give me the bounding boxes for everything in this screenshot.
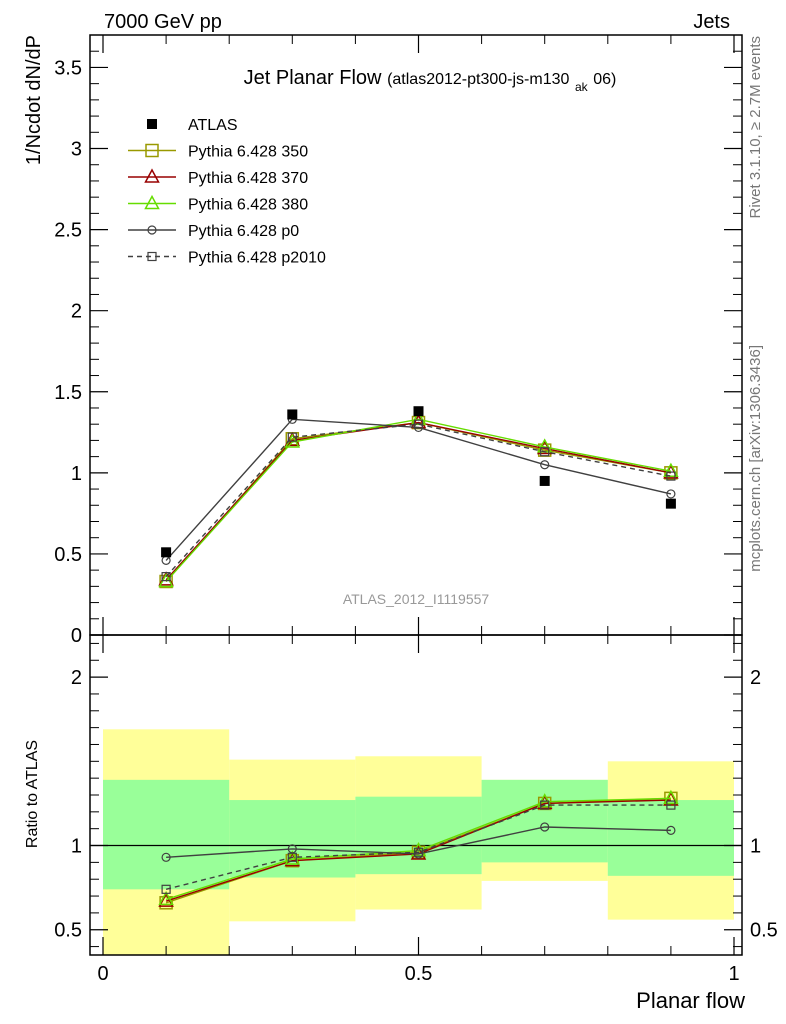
ratio-plot-content (90, 729, 742, 955)
main-series-pythia-6-428-p2010-point (666, 471, 676, 481)
ratio-xtick-label: 0 (97, 963, 108, 985)
main-axes: 0.5 1 1.5 2 2.5 3 3.5 0 (54, 35, 742, 647)
main-series-pythia-6-428-p0-line (165, 418, 672, 561)
ratio-ytick-label-left: 0.5 (54, 920, 82, 942)
legend-marker-atlas (147, 119, 157, 129)
ratio-series-pythia-6-428-380-point (410, 842, 427, 857)
rivet-label: Rivet 3.1.10, ≥ 2.7M events (747, 36, 764, 219)
ratio-band-green (607, 800, 734, 876)
main-series-pythia-6-428-380-point (410, 410, 427, 426)
legend-label-atlas: ATLAS (188, 117, 238, 134)
ratio-series-pythia-6-428-p2010-point (161, 884, 171, 894)
atlas-data-point (665, 498, 676, 509)
legend-marker (144, 168, 160, 183)
legend-entry-pythia-6-428-p2010: Pythia 6.428 p2010 (128, 250, 326, 267)
ratio-series-pythia-6-428-380-point (158, 890, 174, 906)
legend-entry-pythia-6-428-p0: Pythia 6.428 p0 (128, 223, 299, 240)
main-series-pythia-6-428-p2010 (161, 419, 676, 582)
watermark: ATLAS_2012_I1119557 (343, 591, 490, 607)
ratio-series-pythia-6-428-p2010-point (287, 852, 297, 862)
main-title-text: Jet Planar Flow (244, 67, 382, 89)
ratio-series-pythia-6-428-p2010-point (666, 800, 676, 810)
legend-marker (145, 143, 159, 158)
legend-label: Pythia 6.428 p2010 (188, 250, 326, 267)
ratio-ytick-label-left: 1 (71, 836, 82, 858)
legend-marker (144, 194, 160, 210)
main-ylabel: 1/Ncdot dN/dP (23, 35, 45, 165)
ratio-series-pythia-6-428-p0-point (540, 822, 550, 832)
main-title: Jet Planar Flow (atlas2012-pt300-js-m130… (244, 67, 617, 96)
main-series-pythia-6-428-380 (158, 410, 679, 588)
main-series-pythia-6-428-350-line (165, 421, 672, 582)
main-series-pythia-6-428-370 (158, 413, 679, 586)
legend-label: Pythia 6.428 370 (188, 170, 308, 187)
main-series-pythia-6-428-p2010-point (287, 432, 297, 442)
ratio-series-pythia-6-428-p2010-point (540, 800, 550, 810)
ratio-ytick-label-right: 0.5 (750, 920, 778, 942)
main-series-pythia-6-428-p0 (161, 414, 676, 566)
main-series-pythia-6-428-370-point (284, 431, 301, 447)
ratio-series-pythia-6-428-380-point (663, 789, 679, 805)
ratio-series-pythia-6-428-p2010-line (165, 804, 671, 890)
legend-marker (147, 251, 157, 262)
ratio-panel: 0.5 0.5 1 1 2 2 0 0.5 1 Ratio to ATLAS Planar fl… (24, 634, 778, 1013)
ratio-xtick-label: 0.5 (405, 963, 433, 985)
ratio-ytick-label-right: 1 (750, 836, 761, 858)
main-subtitle-1: (atlas2012-pt300-js-m130 (387, 71, 569, 88)
main-series-pythia-6-428-p2010-point (413, 419, 424, 429)
main-ytick-label: 3 (71, 139, 82, 161)
main-series-pythia-6-428-380-line (165, 418, 672, 582)
legend-label: Pythia 6.428 350 (188, 144, 308, 161)
main-plot-content (158, 406, 679, 589)
main-ytick-label: 2.5 (54, 220, 82, 242)
main-series-pythia-6-428-370-line (165, 421, 672, 581)
ratio-series-pythia-6-428-380-line (165, 797, 671, 901)
main-ytick-label: 1.5 (54, 382, 82, 404)
legend-label: Pythia 6.428 380 (188, 197, 308, 214)
legend-entry-pythia-6-428-370: Pythia 6.428 370 (128, 168, 308, 187)
main-ytick-label: 3.5 (54, 57, 82, 79)
ratio-series-pythia-6-428-p0-point (666, 825, 676, 835)
main-series-pythia-6-428-p2010-point (161, 572, 171, 582)
main-ytick-label: 0.5 (54, 544, 82, 566)
ratio-ylabel: Ratio to ATLAS (24, 740, 41, 848)
ratio-series-pythia-6-428-p0-line (166, 826, 671, 859)
ratio-axes: 0.5 0.5 1 1 2 2 0 0.5 1 (54, 635, 778, 985)
main-series-pythia-6-428-p2010-line (165, 423, 672, 578)
ratio-ytick-label-left: 2 (71, 667, 82, 689)
legend-label: Pythia 6.428 p0 (188, 223, 299, 240)
legend-marker (147, 225, 157, 235)
ratio-xtick-label: 1 (728, 963, 739, 985)
ratio-series-pythia-6-428-p0-point (161, 852, 171, 862)
main-subtitle-sub: ak (575, 80, 589, 94)
main-ytick-label: 1 (71, 463, 82, 485)
mcplots-label: mcplots.cern.ch [arXiv:1306.3436] (747, 345, 764, 572)
ratio-series-pythia-6-428-370-point (158, 892, 174, 907)
main-series-atlas (161, 406, 676, 558)
ratio-series-pythia-6-428-p2010 (161, 800, 676, 894)
legend-entry-pythia-6-428-350: Pythia 6.428 350 (128, 144, 308, 161)
legend: ATLAS Pythia 6.428 350 Pythia 6.428 370 Pyt… (128, 117, 326, 267)
energy-label: 7000 GeV pp (104, 11, 222, 33)
legend-entry-atlas: ATLAS (147, 117, 238, 134)
ratio-band-green (103, 779, 230, 890)
atlas-data-point (161, 547, 172, 558)
ratio-ytick-label-right: 2 (750, 667, 761, 689)
main-ytick-label: 2 (71, 301, 82, 323)
main-ytick-label: 0 (71, 625, 82, 647)
process-label: Jets (693, 11, 730, 33)
main-series-pythia-6-428-p2010-point (540, 447, 550, 457)
main-subtitle-2: 06) (593, 71, 616, 88)
atlas-data-point (287, 409, 298, 420)
atlas-data-point (539, 475, 550, 486)
ratio-xlabel: Planar flow (636, 988, 745, 1013)
main-series-pythia-6-428-380-point (663, 462, 679, 477)
atlas-data-point (413, 406, 424, 417)
legend-entry-pythia-6-428-380: Pythia 6.428 380 (128, 194, 308, 214)
main-series-pythia-6-428-p0-point (666, 489, 676, 499)
main-series-pythia-6-428-p0-point (540, 460, 550, 470)
main-panel: 0.5 1 1.5 2 2.5 3 3.5 0 Jet Planar Flow (atlas2… (23, 34, 743, 647)
ratio-series-pythia-6-428-p2010-point (413, 847, 424, 857)
